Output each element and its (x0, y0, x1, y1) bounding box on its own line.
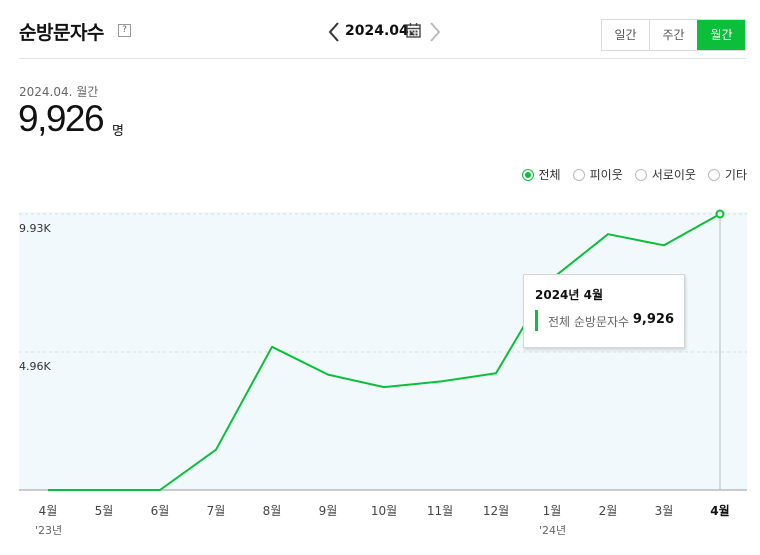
series-line (48, 213, 721, 491)
tab-monthly[interactable]: 월간 (697, 20, 745, 50)
tooltip-series-name: 전체 순방문자수 (548, 315, 630, 329)
series-filter: 전체 피이웃 서로이웃 기타 (521, 166, 747, 183)
x-tick-label: 2월 (599, 504, 618, 518)
chart-tooltip: 2024년 4월 전체 순방문자수 9,926 (523, 274, 685, 348)
filter-label: 피이웃 (589, 168, 623, 182)
x-tick-label: 7월 (207, 504, 226, 518)
period-tabs: 일간 주간 월간 (601, 19, 746, 51)
x-tick-label: 11월 (427, 504, 453, 518)
filter-label: 서로이웃 (651, 168, 696, 182)
radio-icon (634, 168, 647, 181)
x-tick-label: 1월 (543, 504, 562, 518)
chevron-right-icon[interactable] (426, 20, 444, 44)
tab-weekly[interactable]: 주간 (649, 20, 697, 50)
y-tick-label: 4.96K (19, 360, 51, 373)
period-label: 2024.04. (345, 23, 415, 39)
header-divider (19, 58, 747, 59)
summary-unit: 명 (112, 124, 124, 139)
plot-area (19, 212, 747, 490)
x-tick-year-label: '23년 (35, 524, 62, 537)
data-point (715, 209, 725, 219)
x-tick-label: 12월 (483, 504, 509, 518)
x-tick-label: 5월 (95, 504, 114, 518)
filter-label: 기타 (724, 168, 747, 182)
x-tick-year-label: '24년 (539, 524, 566, 537)
chevron-left-icon[interactable] (325, 20, 343, 44)
summary-value: 9,926 (18, 98, 105, 139)
summary-period: 2024.04. 월간 (19, 85, 99, 99)
radio-icon (521, 168, 534, 181)
x-tick-label: 9월 (319, 504, 338, 518)
radio-icon (572, 168, 585, 181)
filter-mutual-neighbor[interactable]: 서로이웃 (634, 166, 696, 183)
tooltip-value: 9,926 (632, 312, 674, 327)
x-tick-label: 10월 (371, 504, 397, 518)
calendar-icon[interactable] (406, 22, 421, 38)
filter-other[interactable]: 기타 (707, 166, 747, 183)
y-tick-label: 9.93K (19, 222, 51, 235)
filter-all[interactable]: 전체 (521, 166, 561, 183)
x-tick-label: 3월 (655, 504, 674, 518)
filter-neighbor[interactable]: 피이웃 (572, 166, 623, 183)
x-tick-label: 8월 (263, 504, 282, 518)
tab-daily[interactable]: 일간 (602, 20, 649, 50)
help-icon[interactable]: ? (118, 24, 131, 37)
radio-icon (707, 168, 720, 181)
page-title: 순방문자수 (19, 22, 104, 44)
x-tick-label: 6월 (151, 504, 170, 518)
tooltip-series-marker (535, 310, 538, 331)
tooltip-title: 2024년 4월 (535, 288, 604, 302)
filter-label: 전체 (538, 168, 561, 182)
x-tick-label: 4월 (710, 503, 729, 518)
x-tick-label: 4월 (39, 504, 58, 518)
